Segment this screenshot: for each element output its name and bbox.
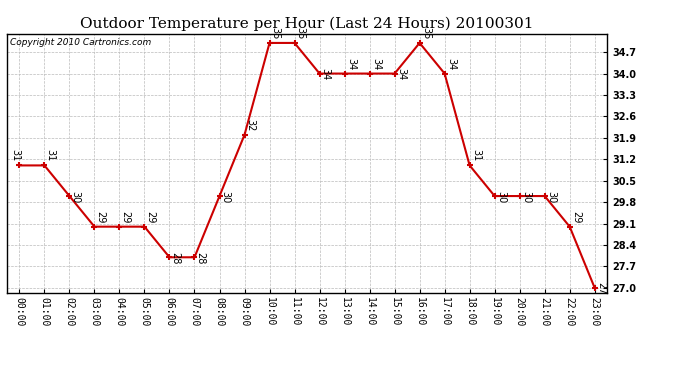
Text: 28: 28 bbox=[196, 252, 206, 264]
Text: 30: 30 bbox=[221, 190, 230, 203]
Text: Copyright 2010 Cartronics.com: Copyright 2010 Cartronics.com bbox=[10, 38, 151, 46]
Text: 28: 28 bbox=[170, 252, 181, 264]
Text: 30: 30 bbox=[496, 190, 506, 203]
Text: 35: 35 bbox=[270, 27, 281, 39]
Text: 34: 34 bbox=[446, 58, 456, 70]
Text: 31: 31 bbox=[46, 150, 56, 162]
Text: 35: 35 bbox=[296, 27, 306, 39]
Text: 29: 29 bbox=[96, 211, 106, 223]
Text: 27: 27 bbox=[596, 282, 606, 295]
Text: 30: 30 bbox=[521, 190, 531, 203]
Text: 34: 34 bbox=[396, 68, 406, 80]
Text: 30: 30 bbox=[546, 190, 556, 203]
Text: 34: 34 bbox=[371, 58, 381, 70]
Text: 29: 29 bbox=[121, 211, 130, 223]
Text: 30: 30 bbox=[70, 190, 81, 203]
Title: Outdoor Temperature per Hour (Last 24 Hours) 20100301: Outdoor Temperature per Hour (Last 24 Ho… bbox=[80, 17, 534, 31]
Text: 32: 32 bbox=[246, 119, 256, 131]
Text: 29: 29 bbox=[146, 211, 156, 223]
Text: 34: 34 bbox=[346, 58, 356, 70]
Text: 35: 35 bbox=[421, 27, 431, 39]
Text: 34: 34 bbox=[321, 68, 331, 80]
Text: 29: 29 bbox=[571, 211, 581, 223]
Text: 31: 31 bbox=[471, 150, 481, 162]
Text: 31: 31 bbox=[10, 148, 21, 161]
